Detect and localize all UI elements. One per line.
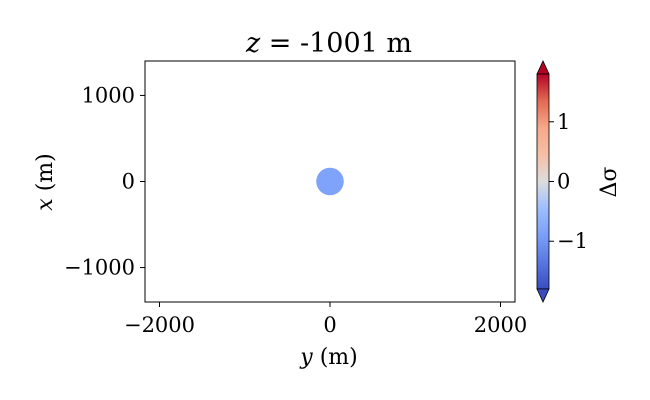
colorbar-tick-label-2: −1 xyxy=(557,229,588,253)
colorbar-extend-max xyxy=(536,60,550,75)
colorbar-ticks: 1 0 −1 xyxy=(549,110,588,253)
x-axis-label-variable: y xyxy=(299,345,313,370)
y-axis-label-unit: (m) xyxy=(33,153,58,198)
x-tick-label-2: 2000 xyxy=(474,313,527,337)
title-value: -1001 m xyxy=(300,28,412,59)
x-axis-label-unit: (m) xyxy=(313,345,358,370)
x-tick-label-1: 0 xyxy=(323,313,336,337)
colorbar-tick-label-0: 1 xyxy=(557,110,570,134)
colorbar-label: Δσ xyxy=(597,167,622,198)
y-axis-label: x (m) xyxy=(33,153,58,210)
y-tick-label-1: 0 xyxy=(122,170,135,194)
y-tick-label-0: 1000 xyxy=(82,83,135,107)
data-point-0 xyxy=(316,167,344,196)
colorbar: 1 0 −1 Δσ xyxy=(536,60,622,303)
x-axis-label: y (m) xyxy=(299,345,357,370)
plot-area: −2000 0 2000 1000 0 −1000 xyxy=(64,60,527,337)
chart-title: z = -1001 m xyxy=(245,28,412,59)
y-tick-label-2: −1000 xyxy=(64,256,135,280)
x-axis-ticks: −2000 0 2000 xyxy=(124,302,527,337)
data-points xyxy=(316,167,344,196)
y-axis-label-variable: x xyxy=(33,198,58,211)
colorbar-body xyxy=(536,73,550,290)
y-axis-ticks: 1000 0 −1000 xyxy=(64,83,145,280)
title-equals: = xyxy=(260,28,300,59)
colorbar-tick-label-1: 0 xyxy=(557,170,570,194)
x-tick-label-0: −2000 xyxy=(124,313,195,337)
colorbar-extend-min xyxy=(536,288,550,303)
title-variable: z xyxy=(245,28,261,59)
